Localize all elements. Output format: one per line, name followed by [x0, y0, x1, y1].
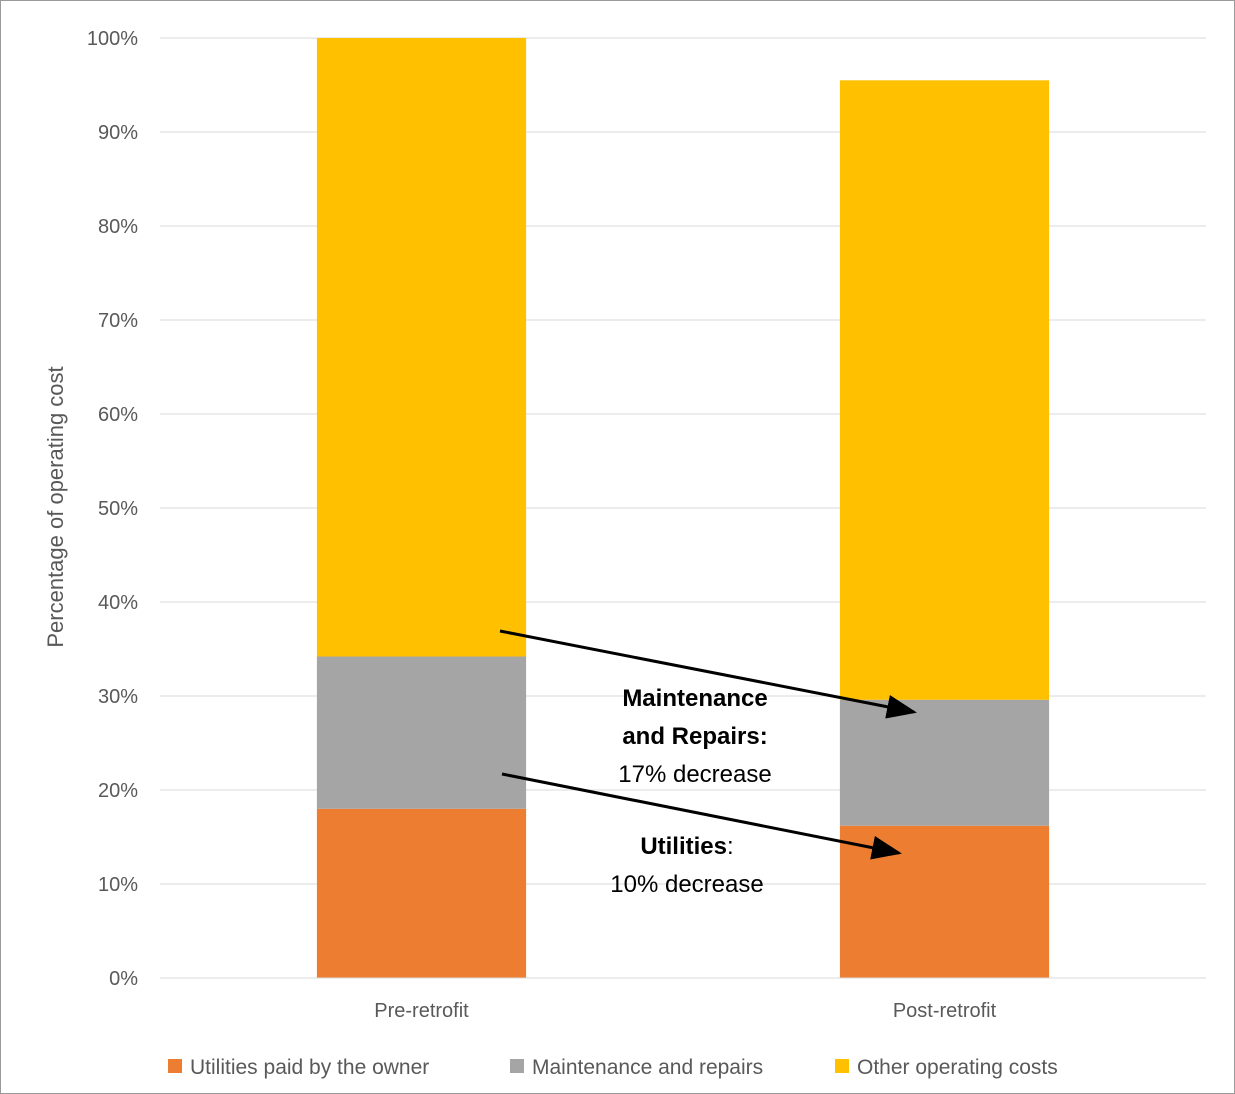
annotation-utilities: Utilities: 10% decrease [501, 772, 902, 898]
y-tick-label: 100% [87, 28, 138, 50]
arrow-maintenance [499, 629, 917, 719]
y-tick-label: 80% [98, 216, 138, 238]
annotation-utilities-line2: 10% decrease [610, 871, 763, 898]
bar-segment-1-2 [839, 80, 1050, 700]
category-labels: Pre-retrofit Post-retrofit [374, 1000, 996, 1022]
bar-segment-0-2 [316, 38, 527, 657]
arrow-utilities [501, 772, 902, 860]
y-tick-label: 10% [98, 874, 138, 896]
legend: Utilities paid by the owner Maintenance a… [168, 1056, 1058, 1079]
y-tick-label: 0% [109, 968, 138, 990]
bar-segment-0-0 [316, 808, 527, 978]
annotation-maintenance-line1: Maintenance [622, 685, 767, 712]
annotation-maintenance-line3: 17% decrease [618, 761, 771, 788]
y-tick-label: 40% [98, 592, 138, 614]
legend-label: Other operating costs [857, 1056, 1058, 1079]
y-tick-label: 20% [98, 780, 138, 802]
legend-swatch [510, 1059, 524, 1073]
y-tick-label: 90% [98, 122, 138, 144]
bars [316, 38, 1050, 978]
annotation-utilities-line1: Utilities: [640, 833, 733, 860]
annotation-maintenance-line2: and Repairs: [622, 723, 767, 750]
legend-label: Utilities paid by the owner [190, 1056, 429, 1079]
annotation-utilities-suffix: : [727, 833, 734, 860]
y-tick-label: 50% [98, 498, 138, 520]
y-axis-ticks: 0% 10% 20% 30% 40% 50% 60% 70% 80% 90% 100% [87, 28, 138, 990]
legend-label: Maintenance and repairs [532, 1056, 763, 1079]
y-tick-label: 30% [98, 686, 138, 708]
legend-swatch [835, 1059, 849, 1073]
y-tick-label: 70% [98, 310, 138, 332]
legend-swatch [168, 1059, 182, 1073]
bar-segment-0-1 [316, 656, 527, 809]
annotation-utilities-bold: Utilities [640, 833, 727, 860]
y-axis-label: Percentage of operating cost [43, 366, 68, 647]
bar-segment-1-1 [839, 699, 1050, 826]
x-tick-label: Post-retrofit [893, 1000, 997, 1022]
x-tick-label: Pre-retrofit [374, 1000, 469, 1022]
annotation-maintenance: Maintenance and Repairs: 17% decrease [499, 629, 917, 788]
y-tick-label: 60% [98, 404, 138, 426]
